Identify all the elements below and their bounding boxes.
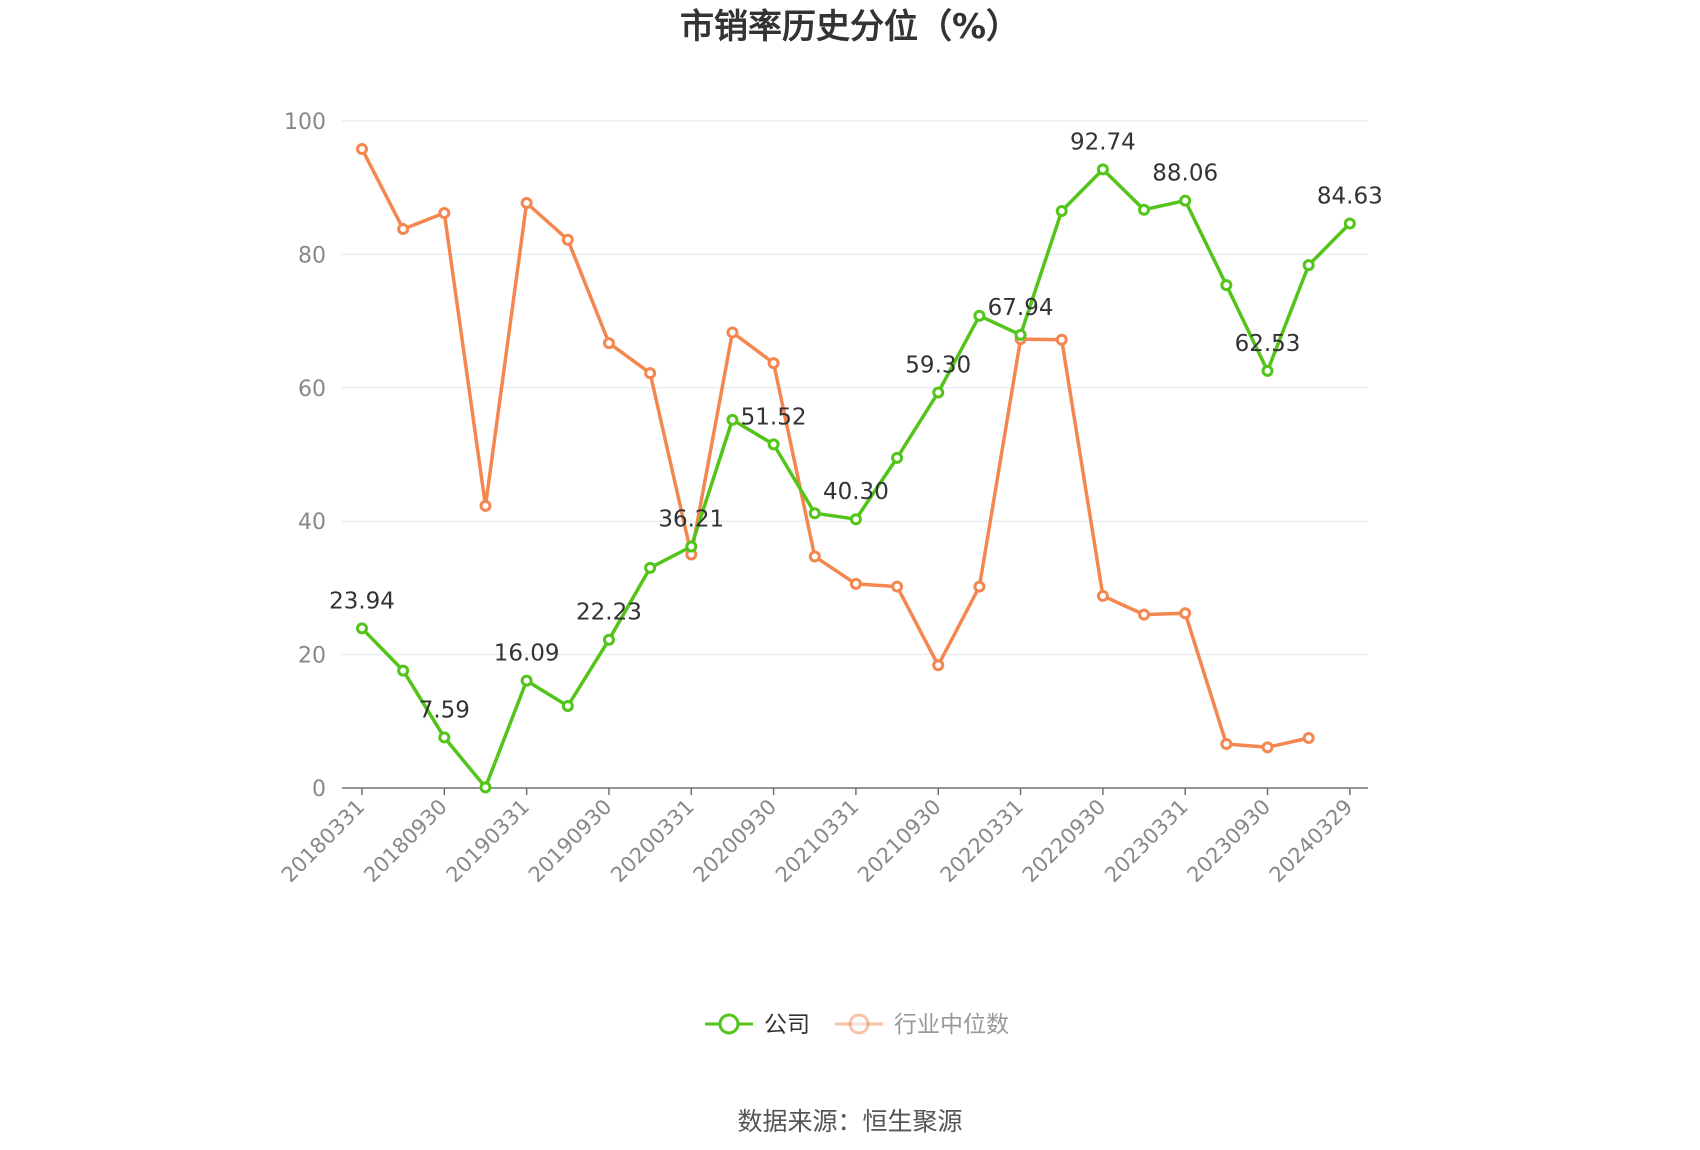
data-point-company — [1343, 217, 1356, 230]
data-label: 23.94 — [329, 588, 395, 614]
data-label: 67.94 — [988, 295, 1054, 321]
data-point-company — [767, 438, 780, 451]
data-label: 7.59 — [419, 697, 470, 723]
series-line-industry-median — [360, 148, 1310, 750]
data-point-company — [520, 674, 533, 687]
data-point-company — [726, 413, 739, 426]
y-tick-label: 20 — [298, 644, 326, 669]
data-point-company — [479, 781, 492, 794]
x-tick-label: 20230331 — [1100, 795, 1193, 888]
legend-marker-company — [718, 1013, 740, 1035]
data-source-text: 数据来源：恒生聚源 — [737, 1107, 962, 1136]
data-point-company — [397, 664, 410, 677]
data-point-industry-median — [1096, 589, 1109, 602]
data-point-industry-median — [767, 357, 780, 370]
data-point-company — [602, 633, 615, 646]
data-point-industry-median — [891, 580, 904, 593]
data-label: 88.06 — [1152, 161, 1218, 187]
data-point-industry-median — [520, 197, 533, 210]
legend-label-industry-median: 行业中位数 — [894, 1012, 1009, 1038]
x-tick-label: 20230930 — [1183, 795, 1276, 888]
data-label: 16.09 — [494, 641, 560, 667]
chart-title: 市销率历史分位（%） — [680, 7, 1020, 47]
data-point-industry-median — [726, 326, 739, 339]
data-label: 59.30 — [905, 352, 971, 378]
data-point-company — [932, 386, 945, 399]
data-point-company — [849, 513, 862, 526]
x-tick-label: 20180930 — [359, 795, 452, 888]
data-point-industry-median — [356, 143, 368, 156]
data-point-company — [561, 699, 574, 712]
data-label: 40.30 — [823, 479, 889, 505]
data-point-company — [1096, 163, 1109, 176]
data-point-company — [438, 731, 451, 744]
data-point-industry-median — [973, 580, 986, 593]
data-label: 51.52 — [741, 404, 807, 430]
x-tick-label: 20190930 — [524, 795, 617, 888]
legend-marker-industry-median — [848, 1013, 870, 1035]
data-point-industry-median — [438, 207, 451, 220]
data-point-industry-median — [644, 367, 657, 380]
data-point-industry-median — [1220, 737, 1233, 750]
data-point-company — [973, 309, 986, 322]
x-tick-label: 20220331 — [936, 795, 1029, 888]
y-tick-label: 100 — [284, 110, 326, 135]
data-labels: 23.94 7.59 16.09 22.23 36.21 51.52 40.30 59.30 6… — [329, 129, 1383, 723]
legend-label-company: 公司 — [764, 1012, 810, 1038]
x-tick-label: 20220930 — [1018, 795, 1111, 888]
data-point-industry-median — [602, 337, 615, 350]
data-point-company — [808, 507, 821, 520]
y-tick-label: 60 — [298, 377, 326, 402]
data-point-industry-median — [1138, 608, 1151, 621]
y-tick-label: 80 — [298, 243, 326, 268]
data-point-company — [644, 561, 657, 574]
series — [356, 143, 1356, 794]
data-label: 62.53 — [1235, 331, 1301, 357]
data-point-company — [891, 451, 904, 464]
x-tick-label: 20200930 — [689, 795, 782, 888]
data-point-industry-median — [479, 499, 492, 512]
data-point-company — [1179, 194, 1192, 207]
legend-item-company[interactable]: 公司 — [705, 1012, 810, 1038]
data-point-industry-median — [1179, 607, 1192, 620]
legend-item-industry-median[interactable]: 行业中位数 — [835, 1012, 1009, 1038]
data-label: 22.23 — [576, 600, 642, 626]
grid — [342, 120, 1368, 656]
data-point-company — [1261, 364, 1274, 377]
data-point-industry-median — [1302, 731, 1315, 744]
data-point-industry-median — [397, 223, 410, 236]
x-tick-label: 20210331 — [771, 795, 864, 888]
x-tick-label: 20190331 — [442, 795, 535, 888]
data-label: 36.21 — [658, 506, 724, 532]
data-point-industry-median — [932, 659, 945, 672]
data-point-company — [1302, 259, 1315, 272]
data-point-company — [1014, 328, 1027, 341]
data-point-company — [1220, 279, 1233, 292]
x-tick-label: 20180331 — [277, 795, 370, 888]
x-tick-label: 20240329 — [1265, 795, 1358, 888]
data-point-industry-median — [561, 233, 574, 246]
data-point-company — [1055, 205, 1068, 218]
data-point-industry-median — [1261, 741, 1274, 754]
data-point-company — [356, 622, 368, 635]
x-tick-label: 20210930 — [853, 795, 946, 888]
data-point-company — [685, 540, 698, 553]
data-point-industry-median — [808, 550, 821, 563]
y-tick-label: 0 — [312, 777, 326, 802]
data-point-company — [1138, 203, 1151, 216]
data-label: 84.63 — [1317, 184, 1383, 210]
legend[interactable]: 公司 行业中位数 — [705, 1012, 1009, 1038]
data-point-industry-median — [1055, 333, 1068, 346]
data-label: 92.74 — [1070, 129, 1136, 155]
y-tick-label: 40 — [298, 510, 326, 535]
x-tick-label: 20200331 — [606, 795, 699, 888]
data-point-industry-median — [849, 577, 862, 590]
